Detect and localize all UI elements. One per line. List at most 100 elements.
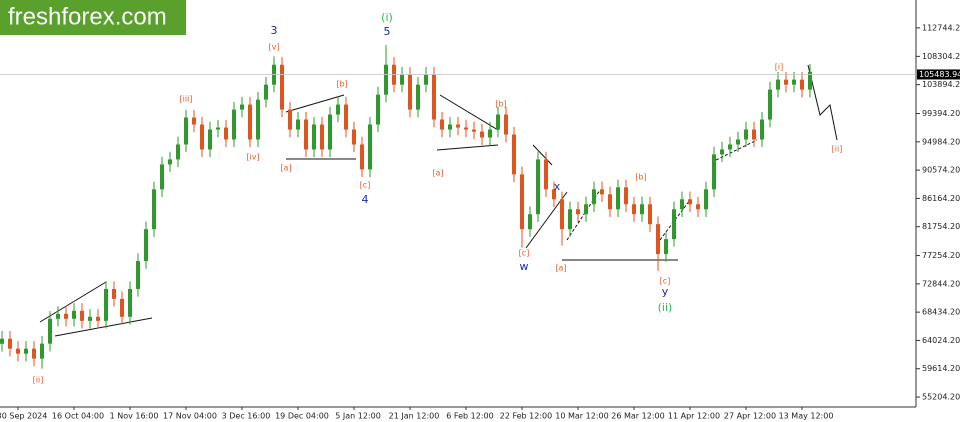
candle-body (288, 109, 292, 130)
current-price-label: 105483.94 (919, 70, 960, 79)
candle-body (784, 79, 788, 85)
candle-body (520, 174, 524, 230)
wave-label: (i) (381, 11, 393, 24)
candle-body (600, 189, 604, 195)
wave-label: w (520, 260, 529, 273)
candle-body (16, 348, 20, 354)
x-tick-label: 10 Mar 12:00 (555, 412, 608, 421)
trend-line (54, 317, 153, 337)
wave-label: [b] (635, 173, 646, 182)
candle-body (352, 129, 356, 145)
candle-body (120, 298, 124, 317)
candle-body (8, 338, 12, 349)
candle-body (80, 310, 84, 321)
candle-body (72, 310, 76, 319)
candle-body (576, 209, 580, 215)
candle-body (32, 348, 36, 359)
candle-body (432, 74, 436, 120)
candle-body (672, 209, 676, 240)
candle-body (696, 204, 700, 210)
watermark-box (0, 0, 186, 35)
wave-label: [b] (495, 100, 506, 109)
x-tick-label: 22 Feb 12:00 (500, 412, 552, 421)
x-tick-label: 19 Dec 04:00 (275, 412, 329, 421)
candle-body (336, 104, 340, 115)
x-tick-label: 13 May 12:00 (779, 412, 834, 421)
candle-body (384, 64, 388, 95)
y-tick-label: 90574.20 (922, 166, 960, 175)
candle-body (656, 224, 660, 255)
candle-body (560, 199, 564, 230)
candle-body (640, 204, 644, 215)
candle-body (344, 104, 348, 130)
trend-line (532, 144, 553, 166)
plot (0, 44, 812, 369)
wave-label: [a] (280, 164, 291, 173)
x-tick-label: 11 Apr 12:00 (668, 412, 720, 421)
x-tick-label: 21 Jan 12:00 (389, 412, 440, 421)
candle-body (296, 119, 300, 130)
candle-body (496, 114, 500, 130)
candle-body (608, 194, 612, 210)
y-tick-label: 55204.20 (922, 393, 960, 402)
trend-line (285, 94, 345, 113)
candle-body (440, 119, 444, 130)
candle-body (56, 313, 60, 319)
candle-body (512, 134, 516, 175)
candle-body (456, 124, 460, 128)
wave-label: [i] (775, 63, 783, 72)
wave-label: y (662, 285, 669, 298)
candle-body (536, 159, 540, 215)
wave-label: [ii] (33, 376, 44, 385)
trend-lines (39, 64, 838, 337)
candle-body (208, 129, 212, 150)
y-tick-label: 59614.20 (922, 364, 960, 373)
wave-label: x (554, 180, 561, 193)
wave-label: [a] (555, 264, 566, 273)
candle-body (152, 189, 156, 230)
candle-body (488, 129, 492, 138)
candle-body (776, 79, 780, 90)
candle-body (736, 139, 740, 145)
candle-body (64, 313, 68, 319)
y-tick-label: 99394.20 (922, 109, 960, 118)
candle-body (760, 119, 764, 140)
forecast-path (807, 64, 838, 141)
y-tick-label: 68434.20 (922, 308, 960, 317)
wave-label: (ii) (658, 301, 673, 314)
wave-label: 4 (362, 193, 369, 206)
candle-body (368, 124, 372, 170)
candle-body (192, 117, 196, 125)
candle-body (224, 127, 228, 140)
candle-body (584, 204, 588, 215)
y-tick-label: 94984.20 (922, 137, 960, 146)
candle-body (216, 127, 220, 130)
candle-body (112, 288, 116, 299)
candle-body (408, 74, 412, 110)
trend-line (715, 139, 758, 161)
y-tick-label: 81754.20 (922, 222, 960, 231)
candle-body (648, 204, 652, 225)
x-tick-label: 16 Oct 04:00 (52, 412, 104, 421)
watermark: freshforex.com (8, 3, 167, 30)
candle-body (752, 129, 756, 140)
candle-body (568, 209, 572, 230)
candle-body (104, 288, 108, 321)
wave-label: 5 (384, 25, 391, 38)
candle-body (304, 119, 308, 150)
candle-body (528, 214, 532, 230)
candle-body (360, 144, 364, 170)
candle-body (728, 144, 732, 150)
candle-body (544, 159, 548, 190)
y-tick-label: 112744.24 (922, 23, 960, 32)
wave-label: [iii] (180, 95, 193, 104)
current-price-box (917, 69, 960, 80)
candle-body (552, 189, 556, 200)
trend-line (39, 281, 107, 323)
candle-body (0, 338, 4, 344)
x-tick-label: 26 Mar 12:00 (611, 412, 664, 421)
wave-label: [iv] (246, 153, 259, 162)
candle-body (256, 99, 260, 140)
